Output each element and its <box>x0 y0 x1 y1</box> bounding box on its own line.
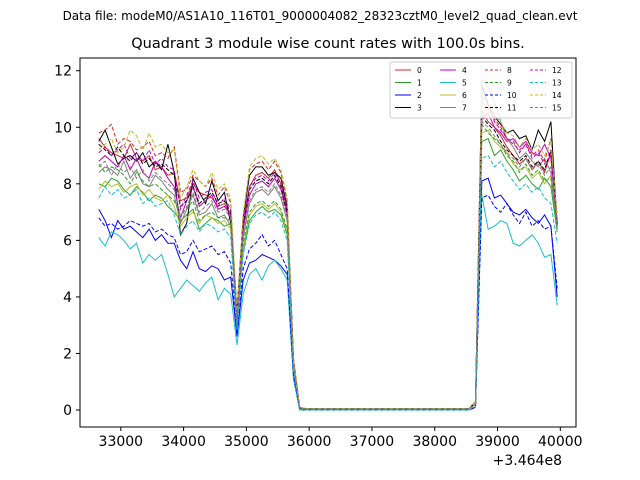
legend-label-6: 6 <box>462 91 467 100</box>
legend-label-8: 8 <box>507 66 512 75</box>
legend-label-2: 2 <box>417 91 422 100</box>
axes-frame <box>79 57 577 428</box>
series-line-15 <box>98 120 558 410</box>
legend-label-9: 9 <box>507 79 512 88</box>
legend-label-13: 13 <box>552 79 562 88</box>
legend-label-3: 3 <box>417 104 422 113</box>
legend-label-1: 1 <box>417 79 422 88</box>
y-tick-label: 12 <box>54 64 72 80</box>
x-tick-label: 36000 <box>287 434 332 450</box>
legend-box <box>389 61 573 119</box>
x-tick-label: 37000 <box>350 434 395 450</box>
x-axis: 33000 34000 35000 36000 37000 38000 39000 40000 <box>99 427 583 450</box>
legend-label-0: 0 <box>417 66 422 75</box>
x-tick-label: 34000 <box>161 434 206 450</box>
y-tick-label: 6 <box>63 233 72 249</box>
x-tick-label: 40000 <box>538 434 583 450</box>
legend-label-12: 12 <box>552 66 562 75</box>
chart-title: Quadrant 3 module wise count rates with … <box>131 36 525 52</box>
y-axis: 0 2 4 6 8 10 12 <box>54 64 80 419</box>
x-offset-label: +3.464e8 <box>493 453 562 469</box>
x-tick-label: 33000 <box>99 434 144 450</box>
y-tick-label: 0 <box>63 403 72 419</box>
series-line-13 <box>98 154 558 411</box>
legend-label-4: 4 <box>462 66 467 75</box>
legend-label-7: 7 <box>462 104 467 113</box>
legend-label-5: 5 <box>462 79 467 88</box>
y-tick-label: 8 <box>63 177 72 193</box>
y-tick-label: 2 <box>63 346 72 362</box>
legend-label-10: 10 <box>507 91 517 100</box>
x-tick-label: 39000 <box>475 434 520 450</box>
figure-suptitle: Data file: modeM0/AS1A10_116T01_90000040… <box>63 9 578 23</box>
legend-label-14: 14 <box>552 91 562 100</box>
x-tick-label: 35000 <box>224 434 269 450</box>
plot-lines <box>98 77 558 411</box>
legend-label-11: 11 <box>507 104 517 113</box>
x-tick-label: 38000 <box>412 434 457 450</box>
y-tick-label: 10 <box>54 120 72 136</box>
series-line-10 <box>98 194 558 411</box>
y-tick-label: 4 <box>63 290 72 306</box>
legend-label-15: 15 <box>552 104 562 113</box>
